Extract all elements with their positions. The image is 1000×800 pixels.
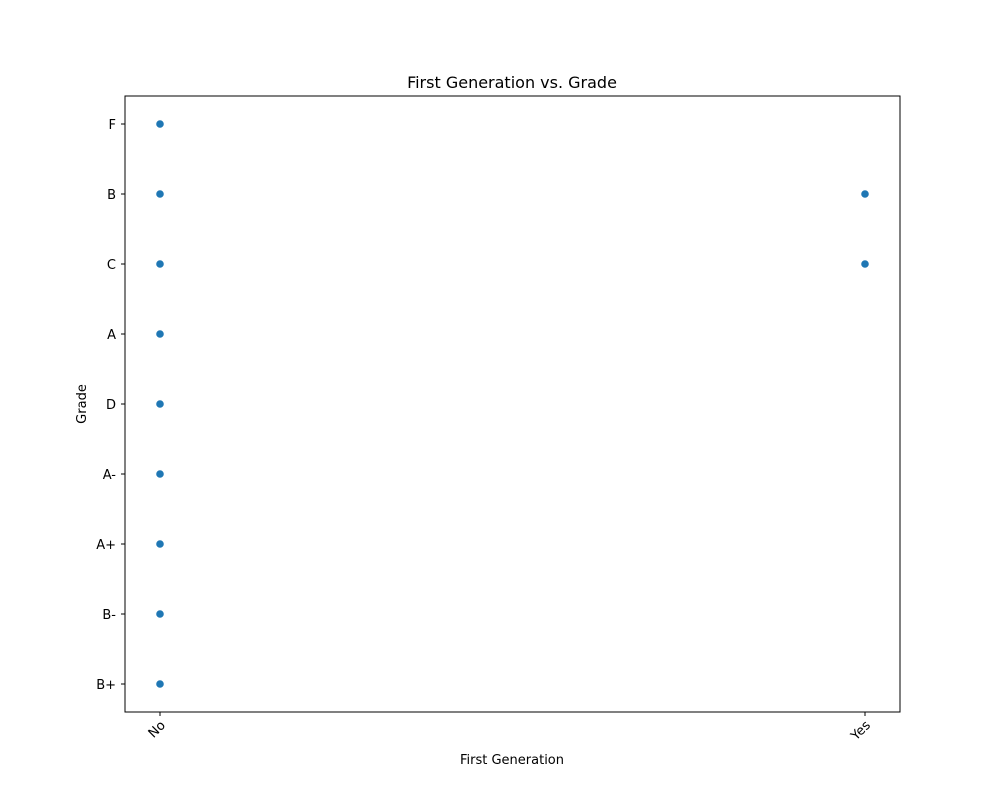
data-point: [155, 189, 165, 199]
data-point: [155, 399, 165, 409]
y-tick-label: B-: [102, 608, 116, 623]
data-point: [155, 259, 165, 269]
data-points: [155, 119, 870, 689]
y-tick-label: F: [109, 118, 116, 133]
plot-frame: [124, 95, 901, 713]
data-point: [155, 679, 165, 689]
data-point: [155, 119, 165, 129]
data-point: [155, 329, 165, 339]
data-point: [155, 539, 165, 549]
y-tick-label: A: [107, 328, 116, 343]
y-tick-label: D: [106, 398, 116, 413]
y-tick-label: A-: [103, 468, 117, 483]
data-point: [155, 469, 165, 479]
y-tick-label: B+: [96, 678, 116, 693]
x-tick-label: No: [146, 718, 169, 741]
x-axis: No Yes: [146, 712, 874, 744]
y-axis-label: Grade: [75, 384, 90, 424]
y-axis: B+ B- A+ A- D A C B F: [96, 118, 125, 693]
data-point: [155, 609, 165, 619]
y-tick-label: B: [107, 188, 116, 203]
chart-title: First Generation vs. Grade: [407, 73, 617, 92]
y-tick-label: C: [107, 258, 116, 273]
x-axis-label: First Generation: [460, 753, 564, 768]
data-point: [860, 189, 870, 199]
y-tick-label: A+: [96, 538, 116, 553]
data-point: [860, 259, 870, 269]
x-tick-label: Yes: [848, 718, 874, 744]
